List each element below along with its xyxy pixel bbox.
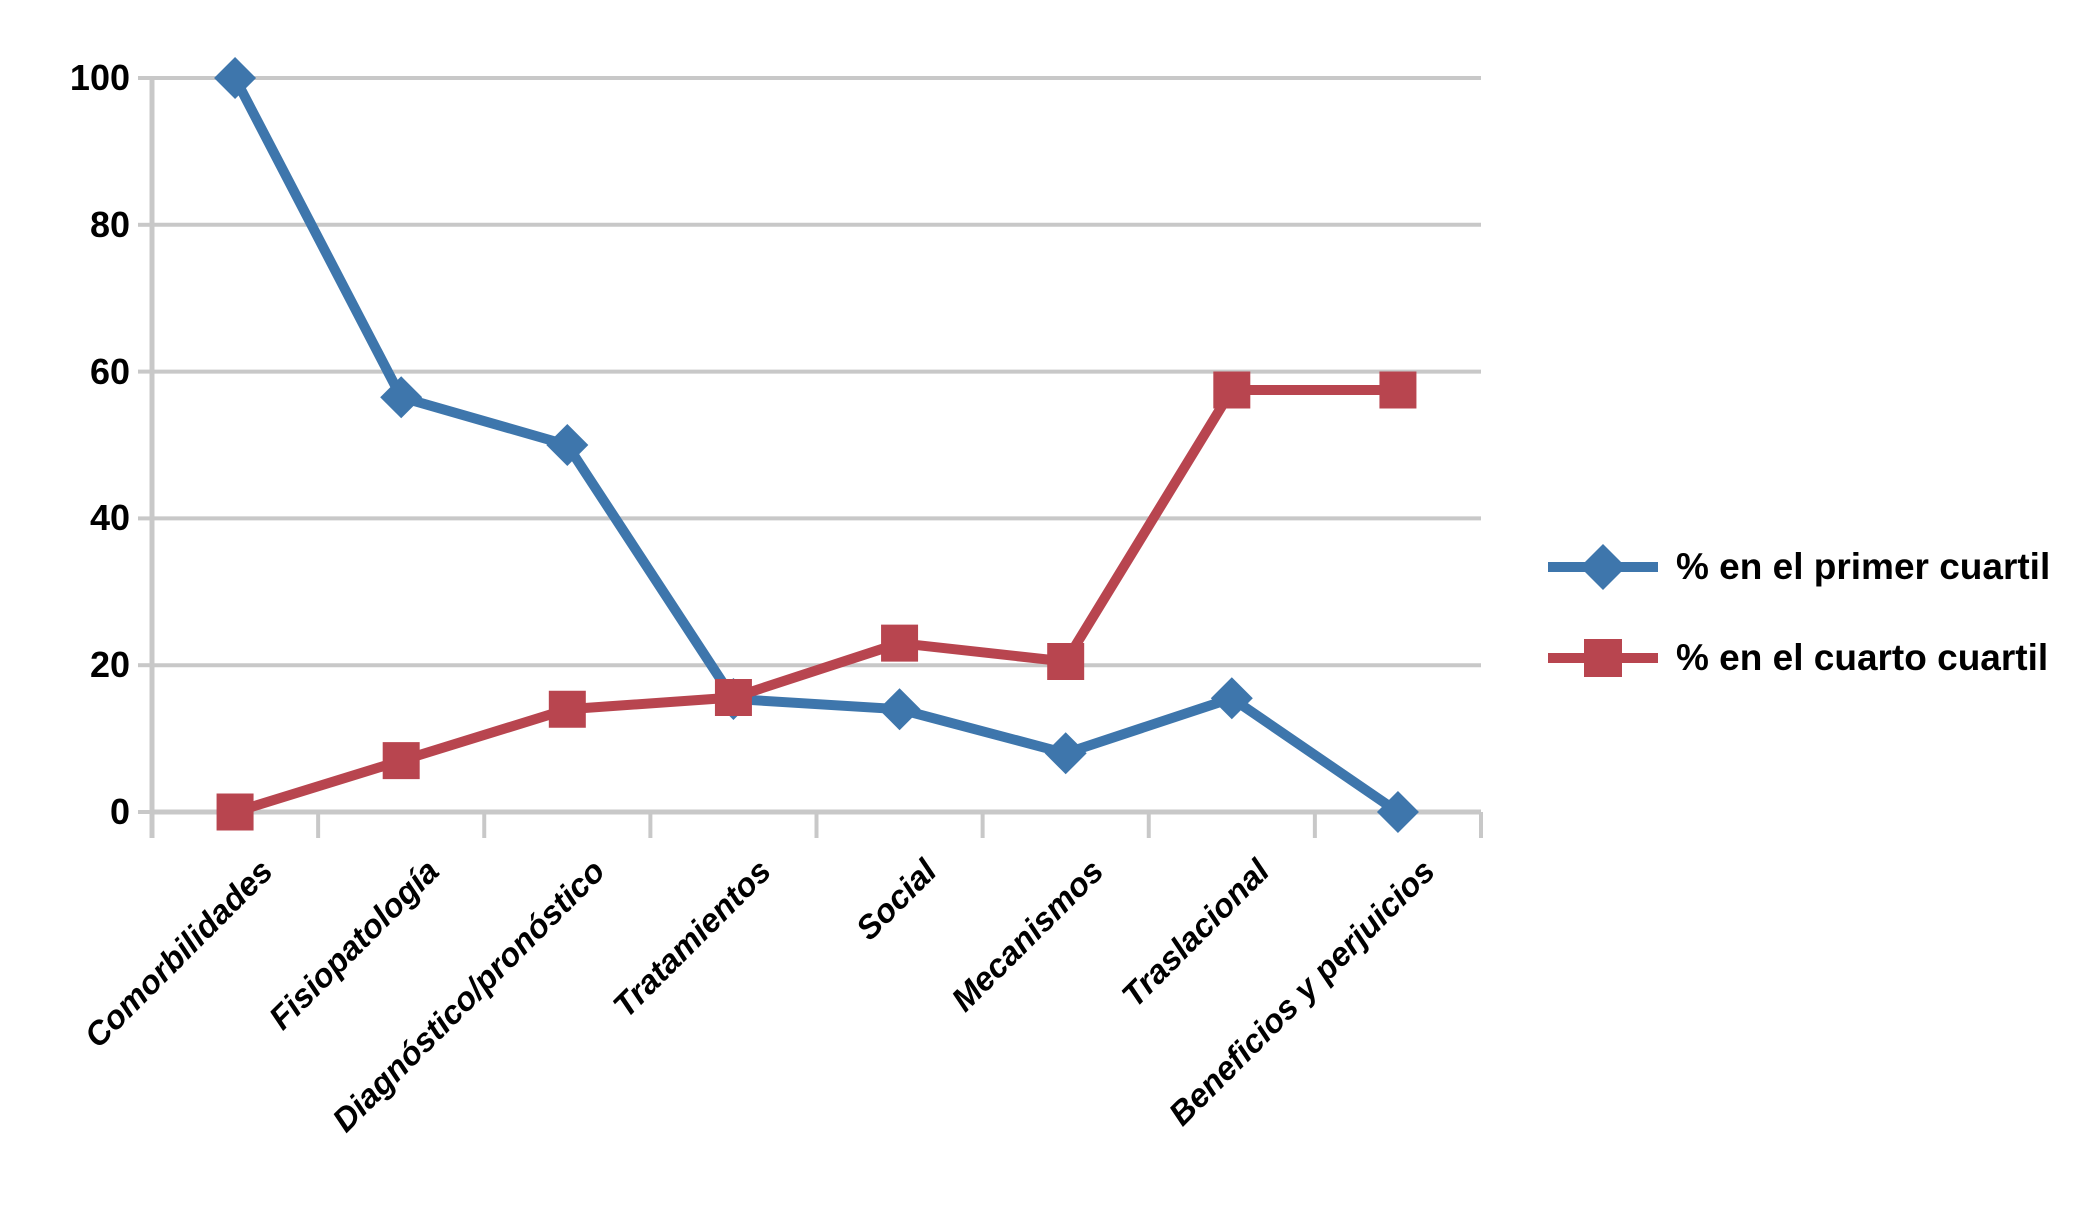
legend-square-icon — [1548, 639, 1658, 677]
series-line-1 — [233, 384, 1398, 817]
legend-label-cuarto-cuartil: % en el cuarto cuartil — [1676, 637, 2049, 678]
series-1-marker-square — [216, 793, 254, 831]
series-1-marker-square — [1379, 371, 1417, 409]
series-0-marker-diamond — [380, 376, 423, 419]
series-1-marker-square — [548, 690, 586, 728]
series-1-marker-square — [714, 678, 752, 716]
series-0-marker-diamond — [214, 57, 257, 99]
legend-item-primer-cuartil: % en el primer cuartil — [1548, 539, 2050, 595]
y-axis-tick-label: 100 — [69, 57, 130, 98]
series-1-marker-square — [382, 742, 420, 780]
series-1-marker-square — [1213, 371, 1251, 409]
y-axis-tick-label: 80 — [89, 203, 130, 245]
series-line-0 — [230, 75, 1401, 817]
series-1-marker-square — [1047, 643, 1085, 681]
series-1-marker-square — [881, 624, 919, 662]
legend-marker-shape — [1584, 639, 1622, 677]
series-0-marker-diamond — [546, 424, 589, 466]
series-0-marker-diamond — [1210, 677, 1253, 720]
series-0-marker-diamond — [878, 688, 921, 731]
y-axis-tick-label: 40 — [89, 497, 130, 539]
legend-item-cuarto-cuartil: % en el cuarto cuartil — [1548, 630, 2050, 686]
legend-marker-shape — [1580, 544, 1626, 590]
y-axis-tick-label: 0 — [109, 791, 130, 832]
legend-diamond-icon — [1548, 544, 1658, 590]
legend-label-primer-cuartil: % en el primer cuartil — [1676, 546, 2051, 587]
series-0-marker-diamond — [1376, 791, 1419, 833]
series-0-marker-diamond — [1044, 732, 1087, 775]
y-axis-tick-label: 20 — [89, 644, 130, 686]
legend: % en el primer cuartil % en el cuarto cu… — [1548, 539, 2050, 686]
y-axis-tick-label: 60 — [89, 350, 130, 392]
